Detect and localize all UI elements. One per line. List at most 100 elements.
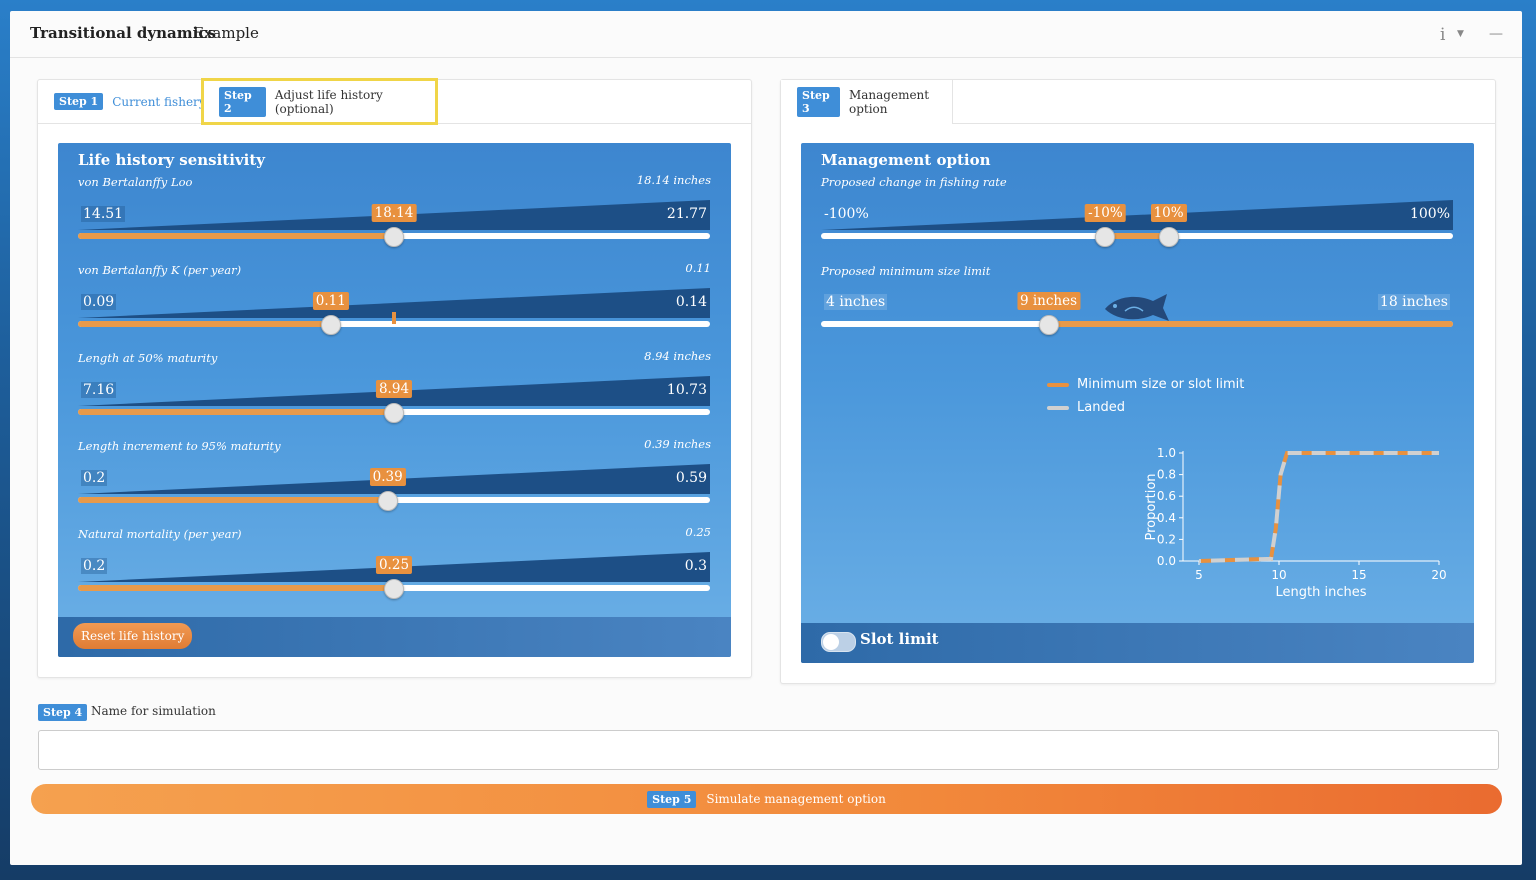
step-badge: Step 4 xyxy=(38,704,88,721)
life-history-slider[interactable]: 0.09 0.14 0.11 xyxy=(78,288,710,335)
slider-handle[interactable] xyxy=(384,227,404,247)
slider-label: Length increment to 95% maturity xyxy=(78,439,281,453)
slider-value-text: 0.25 xyxy=(685,525,711,539)
slider-current-value: 0.11 xyxy=(312,292,349,310)
tab-label: Current fishery xyxy=(112,94,206,109)
legend-label: Minimum size or slot limit xyxy=(1077,377,1245,392)
slider-current-value: 8.94 xyxy=(375,380,413,398)
default-marker xyxy=(392,312,396,324)
minimize-icon[interactable]: — xyxy=(1489,26,1503,42)
slider-fill xyxy=(78,497,388,503)
legend-swatch xyxy=(1047,382,1069,387)
management-card: Step 3 Management option Management opti… xyxy=(780,79,1496,684)
simulation-name-input[interactable] xyxy=(38,730,1499,770)
slider-fill xyxy=(78,233,394,239)
info-icon[interactable]: i xyxy=(1440,25,1446,45)
life-history-slider[interactable]: 14.51 21.77 18.14 xyxy=(78,200,710,247)
panel-title: Life history sensitivity xyxy=(78,151,266,169)
slider-min: 4 inches xyxy=(824,294,888,310)
slider-label: von Bertalanffy Loo xyxy=(78,175,193,189)
slider-value-text: 18.14 inches xyxy=(636,173,711,187)
app-window: Transitional dynamics Example i ▼ — Step… xyxy=(10,11,1522,865)
y-axis-label: Proportion xyxy=(1144,473,1159,540)
selectivity-chart: 0.0 0.2 0.4 0.6 0.8 1.0 5 10 15 20 Length inches Pr… xyxy=(1144,446,1447,600)
fishing-rate-label: Proposed change in fishing rate xyxy=(821,175,1007,189)
tab-label: Management option xyxy=(848,88,930,116)
slider-value-text: 0.11 xyxy=(685,261,711,275)
slider-fill xyxy=(78,585,394,591)
tab-current-fishery[interactable]: Step 1 Current fishery xyxy=(54,80,206,123)
slider-fill xyxy=(1048,321,1453,327)
slider-min: 14.51 xyxy=(81,206,126,222)
slider-value-text: 0.39 inches xyxy=(644,437,711,451)
title-bar: Transitional dynamics Example i ▼ — xyxy=(10,11,1522,58)
x-axis-label: Length inches xyxy=(1276,585,1367,600)
management-panel: Management option Proposed change in fis… xyxy=(801,143,1474,663)
slider-current-value: 0.25 xyxy=(375,556,413,574)
slider-min: 0.09 xyxy=(81,294,117,310)
slider-low-value: -10% xyxy=(1085,204,1126,222)
y-tick-label: 0.4 xyxy=(1157,511,1176,525)
y-tick-label: 1.0 xyxy=(1157,446,1176,460)
slider-fill xyxy=(78,321,331,327)
slot-limit-toggle[interactable] xyxy=(821,632,856,652)
size-limit-label: Proposed minimum size limit xyxy=(821,264,991,278)
slider-high-value: 10% xyxy=(1150,204,1187,222)
app-subtitle: Example xyxy=(193,24,259,42)
x-tick-label: 15 xyxy=(1351,568,1366,582)
slider-handle[interactable] xyxy=(1038,315,1059,335)
chevron-down-icon[interactable]: ▼ xyxy=(1457,29,1464,39)
slider-handle[interactable] xyxy=(377,491,398,511)
slider-min: 0.2 xyxy=(81,558,108,574)
reset-life-history-button[interactable]: Reset life history xyxy=(73,623,193,649)
left-tabbar: Step 1 Current fishery Step 2 Adjust lif… xyxy=(38,78,751,125)
life-history-panel: Life history sensitivity von Bertalanffy… xyxy=(58,143,731,657)
step-badge: Step 2 xyxy=(219,86,266,117)
slider-value: 9 inches xyxy=(1016,292,1081,310)
simulate-label: Simulate management option xyxy=(706,792,886,806)
step-badge: Step 5 xyxy=(647,790,697,808)
series-line xyxy=(1198,451,1439,563)
slider-label: Length at 50% maturity xyxy=(78,351,218,365)
slider-max: 18 inches xyxy=(1377,294,1450,310)
slider-wedge xyxy=(821,200,1453,230)
right-tabbar: Step 3 Management option xyxy=(781,80,1495,124)
tab-label: Adjust life history (optional) xyxy=(274,87,383,116)
slider-handle[interactable] xyxy=(384,403,404,423)
life-history-slider[interactable]: 0.2 0.59 0.39 xyxy=(78,464,710,511)
slider-track[interactable] xyxy=(78,321,710,327)
slider-high-handle[interactable] xyxy=(1158,227,1179,247)
tab-management-option[interactable]: Step 3 Management option xyxy=(781,80,953,124)
slider-fill xyxy=(78,409,394,415)
tab-adjust-life-history[interactable]: Step 2 Adjust life history (optional) xyxy=(201,78,438,125)
panel-title: Management option xyxy=(821,151,991,169)
series-line xyxy=(1198,451,1439,563)
simulate-button[interactable]: Step 5 Simulate management option xyxy=(31,784,1502,814)
x-tick-label: 5 xyxy=(1195,568,1203,582)
life-history-slider[interactable]: 7.16 10.73 8.94 xyxy=(78,376,710,423)
step-badge: Step 3 xyxy=(797,87,840,117)
slider-handle[interactable] xyxy=(320,315,341,335)
y-tick-label: 0.0 xyxy=(1157,554,1176,568)
slider-max: 21.77 xyxy=(666,206,707,222)
slider-low-handle[interactable] xyxy=(1095,227,1116,247)
y-tick-label: 0.6 xyxy=(1157,489,1176,503)
fishing-rate-slider[interactable]: -100% 100% -10% 10% xyxy=(821,200,1453,247)
x-tick-label: 10 xyxy=(1271,568,1286,582)
slider-label: von Bertalanffy K (per year) xyxy=(78,263,242,277)
slider-label: Natural mortality (per year) xyxy=(78,527,242,541)
size-limit-slider[interactable]: 4 inches 18 inches 9 inches xyxy=(821,288,1453,335)
slider-max: 0.59 xyxy=(675,470,707,486)
y-tick-label: 0.8 xyxy=(1157,468,1176,482)
slider-min: -100% xyxy=(824,206,869,222)
panel-footer: Reset life history xyxy=(58,617,731,657)
slider-max: 100% xyxy=(1409,206,1450,222)
life-history-card: Step 1 Current fishery Step 2 Adjust lif… xyxy=(37,78,752,678)
slot-limit-label: Slot limit xyxy=(860,630,939,648)
panel-footer: Slot limit xyxy=(801,623,1474,663)
slider-handle[interactable] xyxy=(384,579,404,599)
life-history-slider[interactable]: 0.2 0.3 0.25 xyxy=(78,552,710,599)
legend-item-min-size: Minimum size or slot limit xyxy=(1047,377,1244,392)
y-tick-label: 0.2 xyxy=(1157,532,1176,546)
slider-min: 0.2 xyxy=(81,470,108,486)
